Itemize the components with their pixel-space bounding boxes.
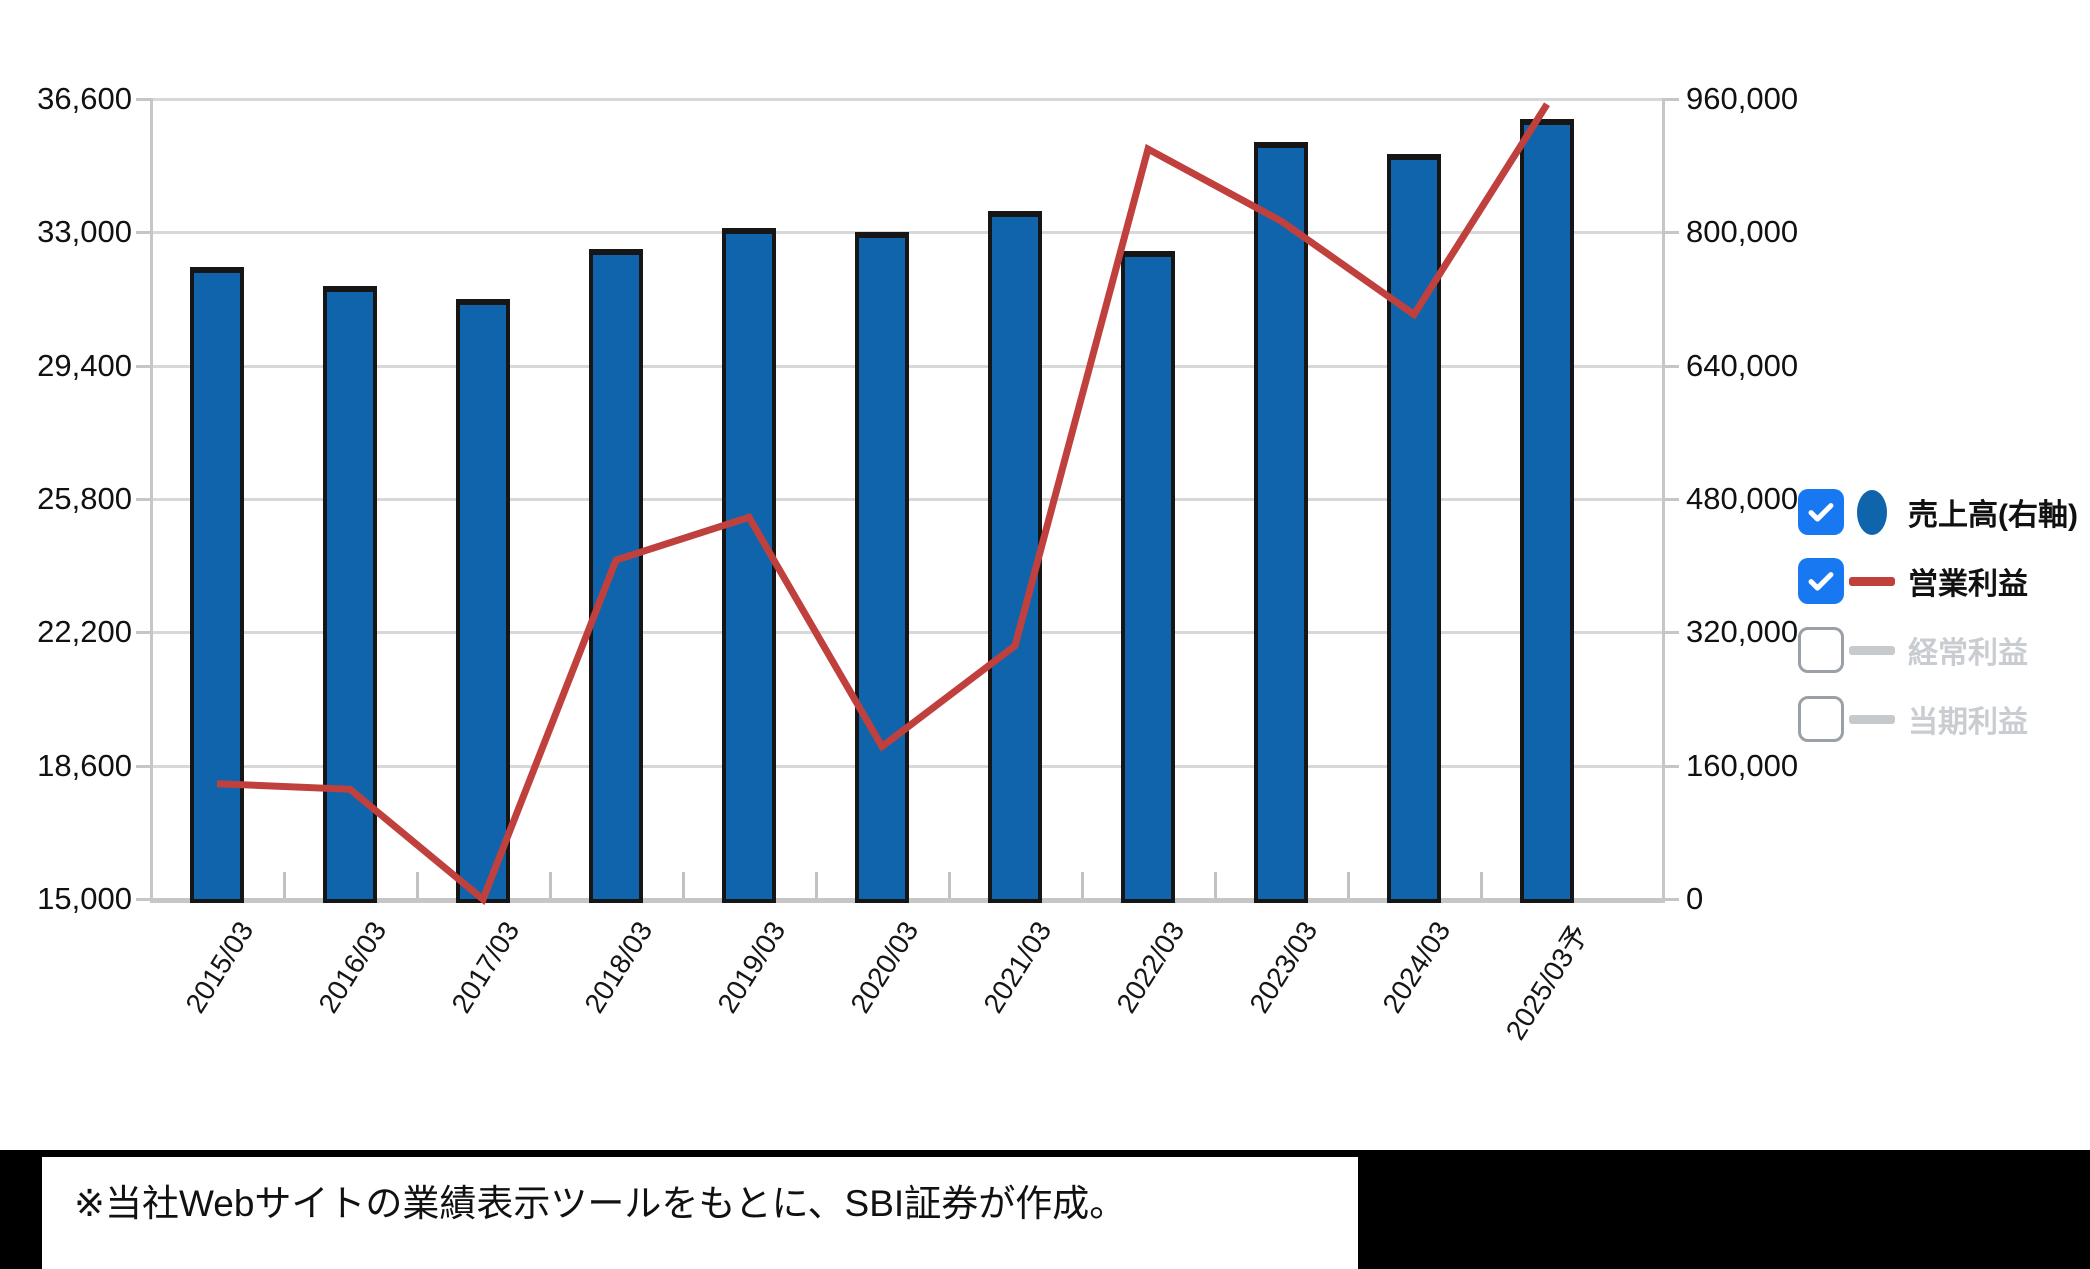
left-axis-label: 18,600 — [37, 748, 132, 783]
right-axis-label: 0 — [1686, 881, 1704, 916]
x-axis-tick — [415, 872, 419, 898]
x-label-2025-03予: 2025/03予 — [1499, 919, 1595, 1046]
left-axis-label: 15,000 — [37, 881, 132, 916]
x-axis-tick — [681, 872, 685, 898]
right-axis-label: 960,000 — [1686, 81, 1799, 116]
legend-item-net-profit[interactable]: 当期利益 — [1798, 695, 2078, 743]
right-axis-tick — [1663, 765, 1679, 768]
bar-2018-03 — [589, 249, 643, 903]
bar-2023-03 — [1254, 142, 1308, 903]
left-axis-tick — [136, 498, 152, 501]
operating-profit-marker-icon — [1844, 576, 1900, 586]
left-axis-label: 25,800 — [37, 481, 132, 516]
x-label-2020-03: 2020/03 — [844, 916, 925, 1019]
check-icon — [1808, 503, 1834, 522]
x-axis-tick — [947, 872, 951, 898]
bar-2015-03 — [190, 267, 244, 903]
right-axis-line — [1662, 98, 1665, 903]
ordinary-profit-checkbox[interactable] — [1798, 627, 1844, 673]
right-axis-tick — [1663, 498, 1679, 501]
left-axis-tick — [136, 898, 152, 901]
right-axis-tick — [1663, 631, 1679, 634]
bar-2025-03予 — [1520, 119, 1574, 903]
left-axis-tick — [136, 365, 152, 368]
left-axis-label: 29,400 — [37, 348, 132, 383]
net-profit-checkbox[interactable] — [1798, 696, 1844, 742]
x-label-2022-03: 2022/03 — [1110, 916, 1191, 1019]
bar-2016-03 — [323, 286, 377, 903]
right-axis-label: 640,000 — [1686, 348, 1799, 383]
revenue-marker-icon — [1844, 489, 1900, 535]
source-note-box: ※当社Webサイトの業績表示ツールをもとに、SBI証券が作成。 — [42, 1157, 1358, 1269]
right-axis-label: 800,000 — [1686, 214, 1799, 249]
x-label-2021-03: 2021/03 — [977, 916, 1058, 1019]
net-profit-marker-icon — [1844, 714, 1900, 724]
operating-profit-label[interactable]: 営業利益 — [1908, 568, 2028, 601]
x-axis-tick — [1080, 872, 1084, 898]
right-axis-tick — [1663, 898, 1679, 901]
right-axis-tick — [1663, 231, 1679, 234]
revenue-checkbox[interactable] — [1798, 489, 1844, 535]
x-axis-tick — [282, 872, 286, 898]
operating-profit-checkbox[interactable] — [1798, 558, 1844, 604]
left-axis-tick — [136, 231, 152, 234]
x-axis-tick — [814, 872, 818, 898]
x-label-2019-03: 2019/03 — [711, 916, 792, 1019]
x-label-2024-03: 2024/03 — [1376, 916, 1457, 1019]
x-axis-tick — [1479, 872, 1483, 898]
revenue-label[interactable]: 売上高(右軸) — [1908, 499, 2078, 532]
x-label-2016-03: 2016/03 — [312, 916, 393, 1019]
left-axis-tick — [136, 631, 152, 634]
left-axis-tick — [136, 98, 152, 101]
right-axis-tick — [1663, 365, 1679, 368]
bar-2021-03 — [988, 211, 1042, 903]
left-axis-label: 22,200 — [37, 614, 132, 649]
x-label-2023-03: 2023/03 — [1243, 916, 1324, 1019]
left-axis-tick — [136, 765, 152, 768]
right-axis-label: 320,000 — [1686, 614, 1799, 649]
left-axis-label: 33,000 — [37, 214, 132, 249]
ordinary-profit-marker-icon — [1844, 645, 1900, 655]
bar-2022-03 — [1121, 251, 1175, 903]
legend: 売上高(右軸) 営業利益経常利益当期利益 — [1798, 488, 2078, 764]
left-axis-label: 36,600 — [37, 81, 132, 116]
x-axis-tick — [1213, 872, 1217, 898]
right-axis-label: 480,000 — [1686, 481, 1799, 516]
legend-item-operating-profit[interactable]: 営業利益 — [1798, 557, 2078, 605]
bar-2020-03 — [855, 232, 909, 903]
legend-item-ordinary-profit[interactable]: 経常利益 — [1798, 626, 2078, 674]
footer-bar: ※当社Webサイトの業績表示ツールをもとに、SBI証券が作成。 — [0, 1150, 2090, 1269]
x-axis-tick — [548, 872, 552, 898]
right-axis-tick — [1663, 98, 1679, 101]
x-label-2018-03: 2018/03 — [578, 916, 659, 1019]
plot-area — [136, 98, 1679, 903]
right-axis-label: 160,000 — [1686, 748, 1799, 783]
left-axis-line — [150, 98, 153, 903]
legend-item-revenue[interactable]: 売上高(右軸) — [1798, 488, 2078, 536]
check-icon — [1808, 572, 1834, 591]
bar-2017-03 — [456, 299, 510, 903]
bar-2024-03 — [1387, 154, 1441, 903]
source-note: ※当社Webサイトの業績表示ツールをもとに、SBI証券が作成。 — [74, 1183, 1127, 1224]
net-profit-label[interactable]: 当期利益 — [1908, 706, 2028, 739]
bar-2019-03 — [722, 228, 776, 903]
ordinary-profit-label[interactable]: 経常利益 — [1908, 637, 2028, 670]
gridline — [150, 98, 1665, 101]
x-axis-tick — [1346, 872, 1350, 898]
x-label-2015-03: 2015/03 — [179, 916, 260, 1019]
x-label-2017-03: 2017/03 — [445, 916, 526, 1019]
